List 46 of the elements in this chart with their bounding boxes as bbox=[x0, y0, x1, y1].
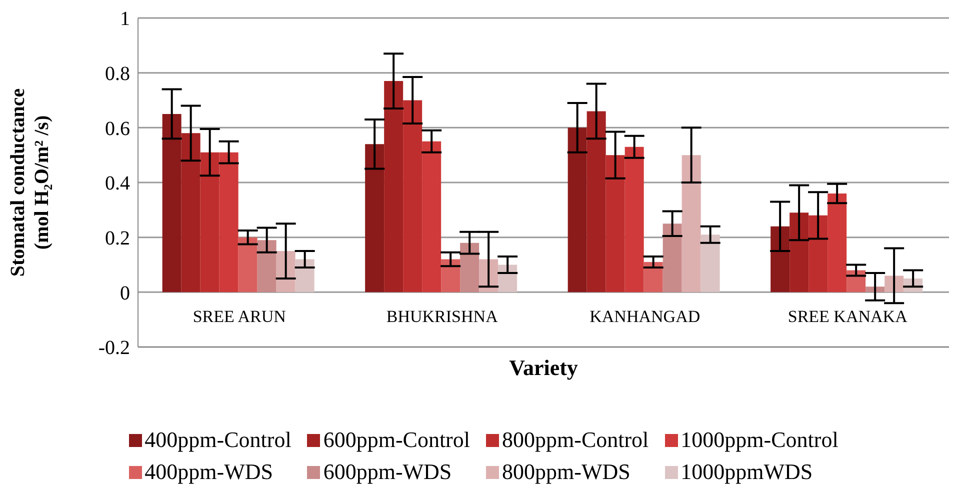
y-tick-label: 0.8 bbox=[105, 62, 130, 85]
bar bbox=[238, 237, 258, 292]
bar bbox=[384, 81, 404, 292]
x-tick-label: BHUKRISHNA bbox=[386, 307, 499, 326]
legend-label: 800ppm-WDS bbox=[502, 459, 630, 485]
x-tick-label: SREE ARUN bbox=[192, 307, 286, 326]
bar bbox=[295, 259, 314, 292]
legend-label: 600ppm-Control bbox=[323, 427, 470, 453]
bar bbox=[770, 226, 790, 292]
bar bbox=[219, 152, 238, 292]
bar bbox=[682, 155, 701, 292]
bar bbox=[700, 234, 720, 292]
legend-label: 800ppm-Control bbox=[502, 427, 649, 453]
x-axis-title: Variety bbox=[509, 355, 578, 380]
y-axis-title: Stomatal conductance (mol H₂O/m² /s) bbox=[7, 88, 53, 277]
bar bbox=[365, 144, 384, 292]
bar bbox=[200, 152, 220, 292]
bar bbox=[586, 111, 606, 292]
bar bbox=[790, 212, 809, 292]
y-tick-label: 0.6 bbox=[105, 118, 130, 140]
y-tick-label: 0.4 bbox=[105, 172, 130, 195]
bar bbox=[257, 240, 276, 292]
y-tick-label: 0 bbox=[120, 282, 130, 304]
y-tick-label: -0.2 bbox=[98, 337, 130, 360]
bar bbox=[606, 155, 625, 292]
bar bbox=[422, 141, 442, 292]
bar bbox=[441, 259, 460, 292]
bar bbox=[460, 242, 480, 292]
legend-label: 600ppm-WDS bbox=[323, 459, 452, 485]
bar bbox=[662, 224, 682, 292]
x-tick-label: KANHANGAD bbox=[590, 307, 700, 326]
bar bbox=[162, 114, 182, 292]
bar bbox=[644, 262, 663, 292]
bar bbox=[828, 193, 847, 292]
bar bbox=[403, 100, 422, 292]
bar bbox=[181, 133, 200, 292]
y-tick-label: 0.2 bbox=[105, 227, 130, 250]
bar bbox=[624, 146, 644, 292]
legend-label: 1000ppm-Control bbox=[680, 427, 838, 453]
legend-label: 1000ppmWDS bbox=[680, 459, 813, 485]
y-tick-label: 1 bbox=[120, 8, 130, 30]
x-tick-label: SREE KANAKA bbox=[788, 307, 908, 326]
bar bbox=[808, 215, 828, 292]
legend-label: 400ppm-Control bbox=[144, 427, 292, 453]
bar bbox=[568, 128, 587, 292]
legend-label: 400ppm-WDS bbox=[144, 459, 273, 485]
